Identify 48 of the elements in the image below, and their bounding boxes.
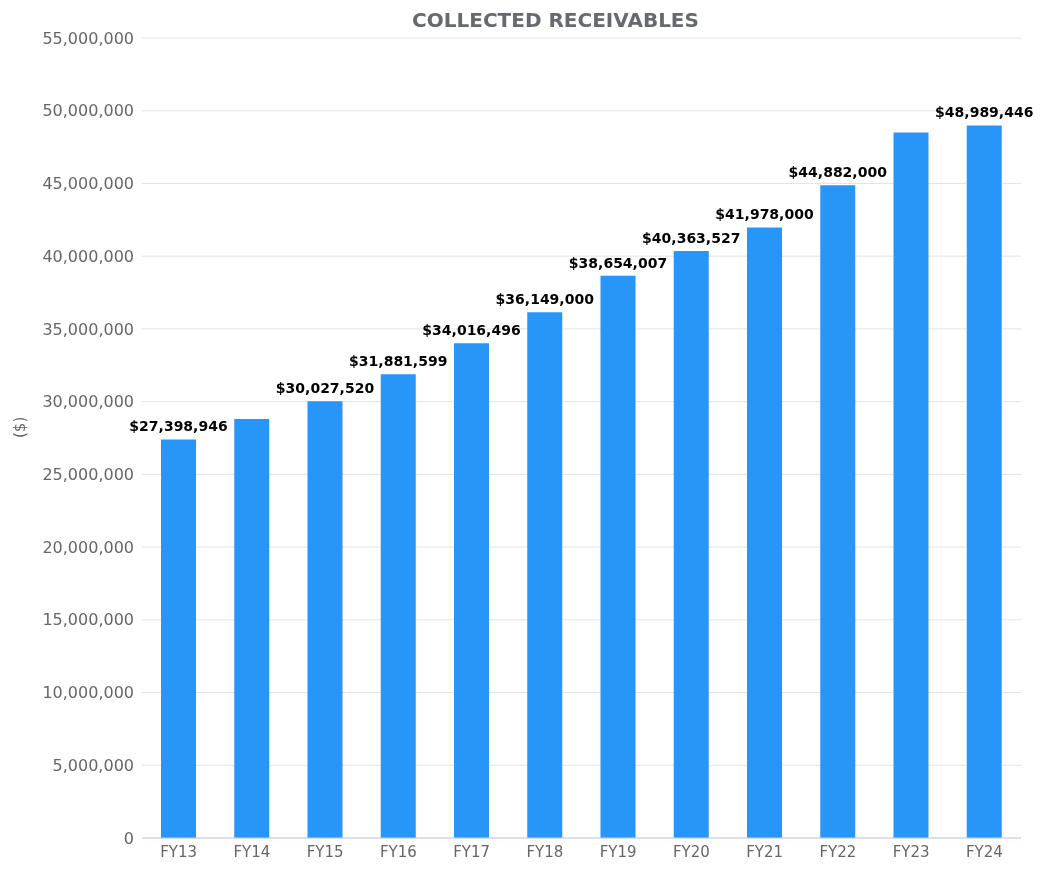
x-tick-label: FY17 bbox=[453, 842, 491, 861]
y-tick-label: 45,000,000 bbox=[42, 174, 134, 194]
y-tick-label: 35,000,000 bbox=[42, 319, 134, 339]
data-label: $40,363,527 bbox=[642, 229, 741, 246]
y-tick-label: 0 bbox=[123, 828, 134, 848]
y-tick-label: 15,000,000 bbox=[42, 610, 134, 630]
x-tick-label: FY24 bbox=[965, 842, 1003, 861]
bar bbox=[893, 132, 929, 838]
x-tick-label: FY22 bbox=[819, 842, 857, 861]
y-tick-label: 10,000,000 bbox=[42, 683, 134, 703]
x-tick-label: FY21 bbox=[746, 842, 784, 861]
bar bbox=[600, 275, 636, 838]
data-label: $27,398,946 bbox=[129, 418, 228, 435]
x-tick-label: FY19 bbox=[599, 842, 637, 861]
y-axis-title: ($) bbox=[11, 416, 30, 438]
data-label: $44,882,000 bbox=[788, 164, 888, 181]
y-tick-label: 5,000,000 bbox=[52, 755, 134, 775]
data-label: $38,654,007 bbox=[568, 254, 668, 271]
data-label: $41,978,000 bbox=[715, 206, 814, 223]
data-label: $48,989,446 bbox=[935, 104, 1034, 121]
bar bbox=[454, 343, 489, 838]
bar bbox=[527, 312, 563, 838]
data-label: $30,027,520 bbox=[275, 380, 375, 397]
y-tick-label: 25,000,000 bbox=[42, 465, 134, 485]
bar bbox=[380, 374, 416, 838]
data-label: $34,016,496 bbox=[422, 322, 521, 339]
x-tick-label: FY13 bbox=[160, 842, 198, 861]
x-tick-label: FY20 bbox=[672, 842, 710, 861]
x-tick-label: FY23 bbox=[892, 842, 930, 861]
x-tick-label: FY14 bbox=[233, 842, 271, 861]
bar bbox=[673, 250, 709, 838]
data-label: $36,149,000 bbox=[495, 291, 595, 308]
bar bbox=[966, 125, 1002, 838]
y-tick-label: 40,000,000 bbox=[42, 246, 134, 266]
y-tick-label: 20,000,000 bbox=[42, 537, 134, 557]
data-label: $31,881,599 bbox=[349, 353, 448, 370]
x-tick-label: FY16 bbox=[379, 842, 417, 861]
chart-title: COLLECTED RECEIVABLES bbox=[412, 8, 699, 32]
bar bbox=[234, 419, 270, 838]
x-tick-label: FY18 bbox=[526, 842, 564, 861]
bar bbox=[820, 185, 856, 838]
bar bbox=[161, 439, 196, 838]
y-tick-label: 55,000,000 bbox=[42, 28, 134, 48]
y-tick-label: 50,000,000 bbox=[42, 101, 134, 121]
bar bbox=[307, 401, 343, 838]
y-tick-label: 30,000,000 bbox=[42, 392, 134, 412]
bar bbox=[747, 227, 782, 838]
x-tick-label: FY15 bbox=[306, 842, 344, 861]
